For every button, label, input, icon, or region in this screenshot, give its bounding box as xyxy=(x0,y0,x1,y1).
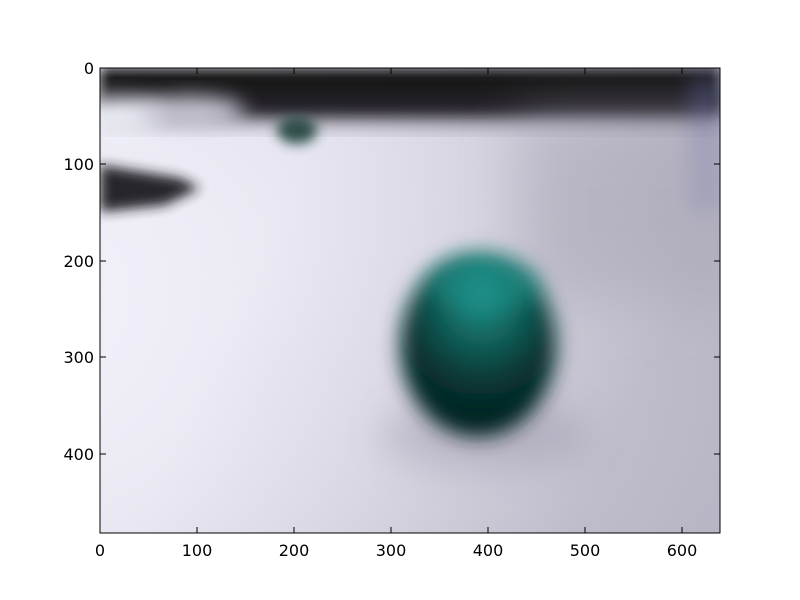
y-axis-labels: 0 100 200 300 400 xyxy=(63,59,94,464)
x-axis-labels: 0 100 200 300 400 500 600 xyxy=(95,541,697,560)
photo xyxy=(100,68,720,533)
bright-object-mid xyxy=(135,96,245,128)
y-tick-label-400: 400 xyxy=(63,445,94,464)
y-tick-label-100: 100 xyxy=(63,155,94,174)
y-tick-label-0: 0 xyxy=(84,59,94,78)
right-shadow-region xyxy=(520,120,720,300)
x-tick-label-200: 200 xyxy=(279,541,310,560)
x-axis-ticks xyxy=(99,68,683,533)
y-tick-label-200: 200 xyxy=(63,252,94,271)
x-tick-label-400: 400 xyxy=(473,541,504,560)
y-tick-label-300: 300 xyxy=(63,348,94,367)
x-tick-label-100: 100 xyxy=(182,541,213,560)
x-tick-label-500: 500 xyxy=(570,541,601,560)
small-dark-object xyxy=(277,116,317,144)
ball-highlight xyxy=(430,260,540,310)
x-tick-label-0: 0 xyxy=(95,541,105,560)
x-tick-label-300: 300 xyxy=(376,541,407,560)
axes-frame xyxy=(99,67,721,534)
y-axis-ticks xyxy=(100,67,720,455)
dark-left-object xyxy=(100,165,200,212)
x-tick-label-600: 600 xyxy=(667,541,698,560)
